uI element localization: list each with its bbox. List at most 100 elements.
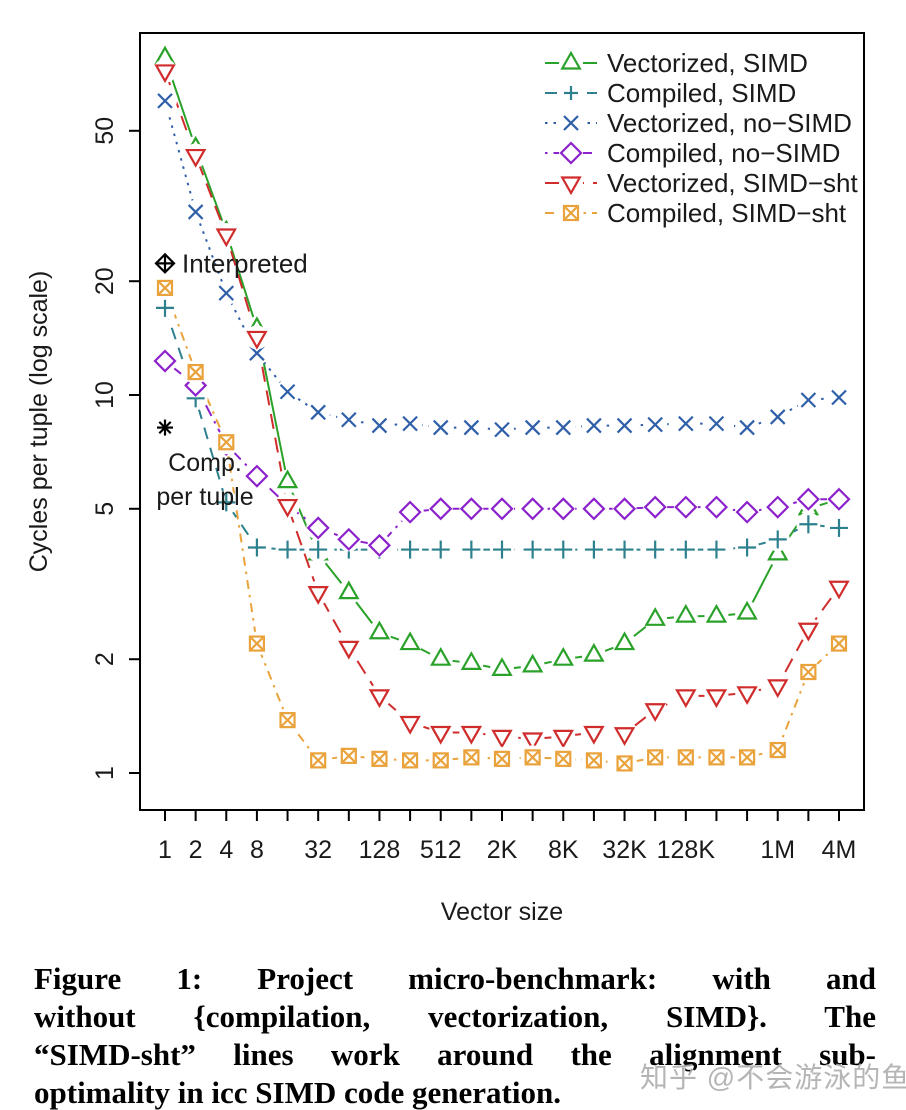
triangle-down-marker-icon xyxy=(643,697,668,722)
x-tick-label: 4 xyxy=(219,836,233,864)
x-tick-label: 2K xyxy=(487,836,518,864)
diamond-marker-icon xyxy=(551,496,576,521)
triangle-down-marker-icon xyxy=(559,171,583,196)
x-marker-icon xyxy=(559,111,583,135)
triangle-down-marker-icon xyxy=(428,720,453,745)
legend-entry-vectorized-no-simd: Vectorized, no−SIMD xyxy=(545,108,852,138)
triangle-down-marker-icon xyxy=(306,580,331,605)
caption-line: Figure 1: Project micro-benchmark: with … xyxy=(34,961,876,996)
plus-marker-icon xyxy=(153,295,177,320)
x-marker-icon xyxy=(367,413,392,438)
diamond-marker-icon xyxy=(336,527,361,552)
triangle-down-marker-icon xyxy=(581,720,606,745)
square-x-marker-icon xyxy=(398,748,423,773)
x-axis: 1 2 4 8 32 128 512 2K 8K 32K 128K 1M 4M Vector size xyxy=(158,810,856,926)
triangle-up-marker-icon xyxy=(459,651,484,676)
square-x-marker-icon xyxy=(704,745,729,770)
y-axis-title: Cycles per tuple (log scale) xyxy=(25,271,53,573)
y-tick-label: 10 xyxy=(91,381,119,409)
triangle-up-marker-icon xyxy=(490,657,514,682)
plus-marker-icon xyxy=(765,527,790,552)
triangle-up-marker-icon xyxy=(673,603,698,629)
series-markers-vectorized-simd-sht xyxy=(153,58,851,752)
triangle-down-marker-icon xyxy=(367,683,392,709)
triangle-down-marker-icon xyxy=(183,143,208,168)
x-marker-icon xyxy=(704,411,729,436)
square-x-marker-icon xyxy=(367,746,392,771)
triangle-down-marker-icon xyxy=(765,673,790,699)
x-tick-label: 1 xyxy=(158,836,172,864)
diamond-marker-icon xyxy=(306,515,331,540)
annotation-label: Interpreted xyxy=(182,248,308,278)
square-x-marker-icon xyxy=(459,745,484,770)
triangle-down-marker-icon xyxy=(551,724,576,749)
square-x-marker-icon xyxy=(306,748,331,773)
triangle-down-marker-icon xyxy=(735,680,760,706)
diamond-marker-icon xyxy=(459,496,484,521)
x-marker-icon xyxy=(827,385,851,410)
square-x-marker-icon xyxy=(796,660,821,685)
x-marker-icon xyxy=(643,412,668,437)
triangle-down-marker-icon xyxy=(398,710,423,735)
square-x-marker-icon xyxy=(244,631,269,656)
y-tick-label: 2 xyxy=(91,652,119,666)
plus-marker-icon xyxy=(214,490,239,515)
square-x-marker-icon xyxy=(551,746,576,771)
square-x-marker-icon xyxy=(336,743,361,768)
x-marker-icon xyxy=(183,199,208,224)
legend-entry-vectorized-simd: Vectorized, SIMD xyxy=(545,48,808,78)
plus-marker-icon xyxy=(428,537,453,562)
x-marker-icon xyxy=(306,400,331,425)
square-x-marker-icon xyxy=(559,201,583,225)
triangle-up-marker-icon xyxy=(643,607,668,632)
plus-marker-icon xyxy=(612,537,637,562)
caption-line: “SIMD-sht” lines work around the alignme… xyxy=(34,1037,876,1072)
x-axis-title: Vector size xyxy=(441,898,563,926)
plus-marker-icon xyxy=(559,81,583,105)
square-x-marker-icon xyxy=(490,746,514,771)
triangle-down-marker-icon xyxy=(214,223,239,248)
plus-marker-icon xyxy=(673,537,698,562)
square-x-marker-icon xyxy=(673,745,698,770)
x-tick-label: 128 xyxy=(359,836,401,864)
diamond-marker-icon xyxy=(244,464,269,489)
square-x-marker-icon xyxy=(520,745,545,770)
diamond-marker-icon xyxy=(704,495,729,520)
diamond-marker-icon xyxy=(367,533,392,558)
square-x-marker-icon xyxy=(735,745,760,770)
triangle-down-marker-icon xyxy=(796,617,821,642)
triangle-down-marker-icon xyxy=(153,58,177,84)
square-x-marker-icon xyxy=(612,751,637,776)
plus-marker-icon xyxy=(581,537,606,562)
plus-marker-icon xyxy=(735,535,760,560)
triangle-up-marker-icon xyxy=(559,50,583,75)
plus-marker-icon xyxy=(827,515,851,540)
diamond-marker-icon xyxy=(581,496,606,521)
triangle-down-marker-icon xyxy=(827,575,851,600)
square-x-marker-icon xyxy=(275,708,300,733)
legend-label: Vectorized, SIMD xyxy=(607,48,808,78)
legend-label: Vectorized, no−SIMD xyxy=(607,108,852,138)
triangle-up-marker-icon xyxy=(336,580,361,605)
x-tick-label: 32 xyxy=(304,836,332,864)
x-marker-icon xyxy=(520,415,545,440)
y-tick-label: 50 xyxy=(91,117,119,145)
diamond-marker-icon xyxy=(735,500,760,525)
figure-caption: Figure 1: Project micro-benchmark: with … xyxy=(34,960,876,1110)
plus-marker-icon xyxy=(704,537,729,562)
legend-entry-compiled-no-simd: Compiled, no−SIMD xyxy=(545,138,840,168)
legend-label: Compiled, SIMD−sht xyxy=(607,198,847,228)
legend-entry-compiled-simd: Compiled, SIMD xyxy=(545,78,796,108)
diamond-marker-icon xyxy=(796,487,821,512)
triangle-down-marker-icon xyxy=(336,635,361,660)
series-markers-compiled-no-simd xyxy=(153,349,851,558)
y-tick-label: 5 xyxy=(91,502,119,516)
caption-line: without {compilation, vectorization, SIM… xyxy=(34,999,876,1034)
x-tick-label: 128K xyxy=(657,836,716,864)
diamond-marker-icon xyxy=(559,141,583,165)
triangle-down-marker-icon xyxy=(612,721,637,746)
x-marker-icon xyxy=(765,404,790,429)
diamond-marker-icon xyxy=(153,349,177,374)
diamond-marker-icon xyxy=(827,487,851,512)
